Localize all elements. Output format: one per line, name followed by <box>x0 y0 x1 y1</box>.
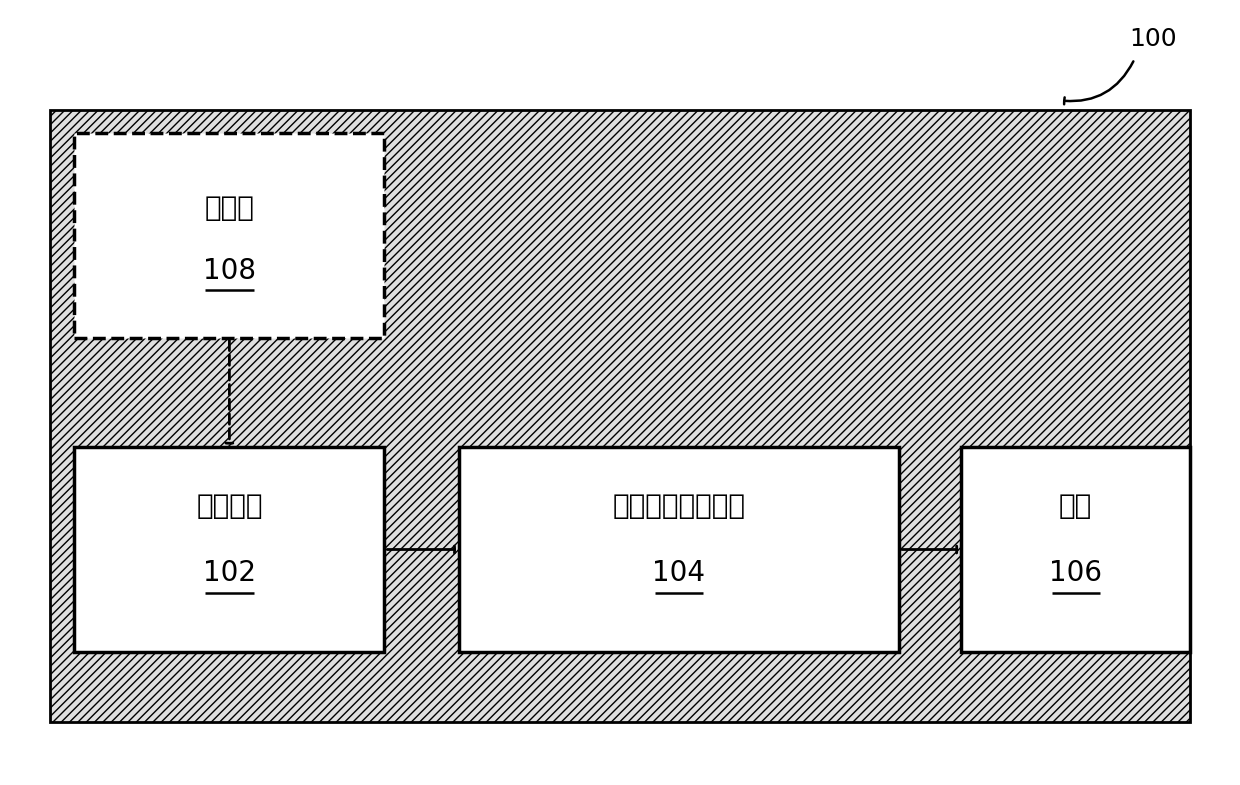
Text: 108: 108 <box>203 257 255 285</box>
Text: 输出: 输出 <box>1059 492 1092 520</box>
Text: 102: 102 <box>203 559 255 587</box>
Text: 生物来源: 生物来源 <box>196 492 263 520</box>
Text: 生物反应器组合件: 生物反应器组合件 <box>613 492 745 520</box>
Text: 100: 100 <box>1130 27 1177 51</box>
Text: 104: 104 <box>652 559 706 587</box>
Bar <box>74 447 384 652</box>
Text: 106: 106 <box>1049 559 1102 587</box>
Bar <box>961 447 1190 652</box>
Bar <box>459 447 899 652</box>
Bar <box>50 110 1190 722</box>
Bar <box>74 133 384 338</box>
Text: 控制器: 控制器 <box>205 194 254 222</box>
